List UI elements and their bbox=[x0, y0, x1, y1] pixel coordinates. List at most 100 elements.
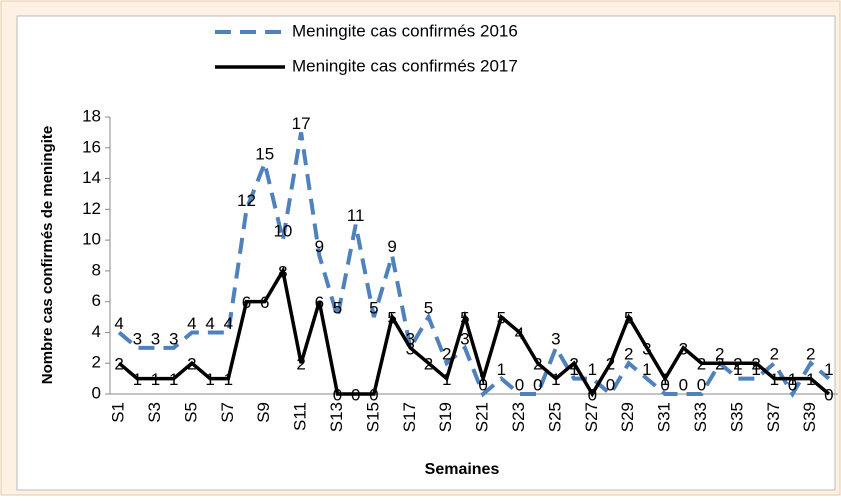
data-label: 1 bbox=[442, 370, 451, 389]
data-label: 3 bbox=[169, 329, 178, 348]
data-label: 4 bbox=[224, 314, 233, 333]
data-label: 2 bbox=[770, 345, 779, 364]
x-tick-label: S31 bbox=[655, 402, 674, 432]
data-label: 5 bbox=[624, 309, 633, 328]
data-label: 6 bbox=[315, 293, 324, 312]
y-tick-label: 0 bbox=[92, 383, 101, 402]
x-tick-label: S13 bbox=[327, 402, 346, 432]
data-label: 2 bbox=[806, 345, 815, 364]
chart-area bbox=[16, 15, 836, 491]
data-label: 1 bbox=[205, 370, 214, 389]
data-label: 3 bbox=[406, 329, 415, 348]
x-tick-label: S5 bbox=[181, 402, 200, 423]
x-tick-label: S25 bbox=[545, 402, 564, 432]
data-label: 3 bbox=[679, 339, 688, 358]
data-label: 1 bbox=[569, 360, 578, 379]
data-label: 2 bbox=[296, 355, 305, 374]
data-label: 3 bbox=[133, 329, 142, 348]
x-tick-label: S19 bbox=[436, 402, 455, 432]
data-label: 1 bbox=[788, 370, 797, 389]
data-label: 17 bbox=[292, 114, 311, 133]
data-label: 5 bbox=[369, 299, 378, 318]
x-tick-label: S11 bbox=[291, 402, 310, 431]
data-label: 2 bbox=[114, 355, 123, 374]
data-label: 2 bbox=[733, 355, 742, 374]
x-tick-label: S29 bbox=[618, 402, 637, 432]
data-label: 1 bbox=[806, 370, 815, 389]
data-label: 1 bbox=[733, 360, 742, 379]
data-label: 0 bbox=[588, 385, 597, 404]
y-tick-label: 2 bbox=[92, 353, 101, 372]
data-label: 3 bbox=[551, 329, 560, 348]
data-label: 3 bbox=[642, 339, 651, 358]
data-label: 15 bbox=[255, 145, 274, 164]
legend-label: Meningite cas confirmés 2016 bbox=[292, 21, 518, 40]
data-label: 2 bbox=[424, 355, 433, 374]
data-label: 1 bbox=[169, 370, 178, 389]
x-tick-label: S39 bbox=[800, 402, 819, 432]
x-tick-label: S9 bbox=[254, 402, 273, 423]
data-label: 2 bbox=[442, 345, 451, 364]
data-label: 5 bbox=[424, 299, 433, 318]
y-tick-label: 16 bbox=[82, 137, 101, 156]
data-label: 1 bbox=[660, 370, 669, 389]
y-tick-label: 18 bbox=[82, 106, 101, 125]
data-label: 10 bbox=[273, 222, 292, 241]
data-label: 2 bbox=[715, 345, 724, 364]
x-tick-label: S3 bbox=[145, 402, 164, 423]
data-label: 2 bbox=[606, 355, 615, 374]
series-line bbox=[117, 266, 831, 398]
data-label: 4 bbox=[515, 324, 524, 343]
data-label: 0 bbox=[679, 375, 688, 394]
data-label: 2 bbox=[715, 355, 724, 374]
x-tick-label: S7 bbox=[218, 402, 237, 423]
data-label: 3 bbox=[151, 329, 160, 348]
data-label: 1 bbox=[478, 370, 487, 389]
data-label: 6 bbox=[242, 293, 251, 312]
data-label: 0 bbox=[824, 385, 833, 404]
x-tick-label: S33 bbox=[691, 402, 710, 432]
x-tick-label: S23 bbox=[509, 402, 528, 432]
x-axis-title: Semaines bbox=[425, 461, 500, 478]
y-tick-label: 4 bbox=[92, 322, 101, 341]
x-tick-label: S1 bbox=[109, 402, 128, 423]
legend-label: Meningite cas confirmés 2017 bbox=[292, 56, 518, 75]
x-tick-label: S15 bbox=[363, 402, 382, 432]
data-label: 1 bbox=[770, 370, 779, 389]
x-tick-label: S35 bbox=[727, 402, 746, 432]
data-label: 2 bbox=[751, 355, 760, 374]
data-label: 1 bbox=[642, 360, 651, 379]
data-label: 1 bbox=[224, 370, 233, 389]
data-label: 1 bbox=[551, 370, 560, 389]
x-tick-label: S17 bbox=[400, 402, 419, 432]
data-label: 1 bbox=[151, 370, 160, 389]
x-tick-label: S21 bbox=[473, 402, 492, 432]
data-label: 11 bbox=[347, 206, 365, 225]
data-label: 0 bbox=[788, 375, 797, 394]
data-label: 6 bbox=[260, 293, 269, 312]
data-label: 9 bbox=[387, 237, 396, 256]
y-tick-label: 6 bbox=[92, 291, 101, 310]
data-label: 0 bbox=[660, 375, 669, 394]
data-label: 2 bbox=[187, 355, 196, 374]
data-label: 5 bbox=[460, 309, 469, 328]
data-label: 0 bbox=[351, 385, 360, 404]
data-label: 3 bbox=[460, 329, 469, 348]
x-tick-label: S37 bbox=[764, 402, 783, 432]
y-tick-label: 14 bbox=[82, 168, 101, 187]
data-label: 0 bbox=[333, 385, 342, 404]
data-label: 9 bbox=[315, 237, 324, 256]
data-label: 2 bbox=[569, 355, 578, 374]
data-label: 8 bbox=[278, 262, 287, 281]
data-label: 0 bbox=[697, 375, 706, 394]
data-label: 1 bbox=[133, 370, 142, 389]
series-line bbox=[117, 132, 831, 398]
data-label: 4 bbox=[187, 314, 196, 333]
data-label: 4 bbox=[114, 314, 123, 333]
data-label: 1 bbox=[751, 360, 760, 379]
data-label: 0 bbox=[606, 375, 615, 394]
data-label: 1 bbox=[588, 360, 597, 379]
data-label: 2 bbox=[697, 355, 706, 374]
y-tick-label: 10 bbox=[82, 230, 101, 249]
